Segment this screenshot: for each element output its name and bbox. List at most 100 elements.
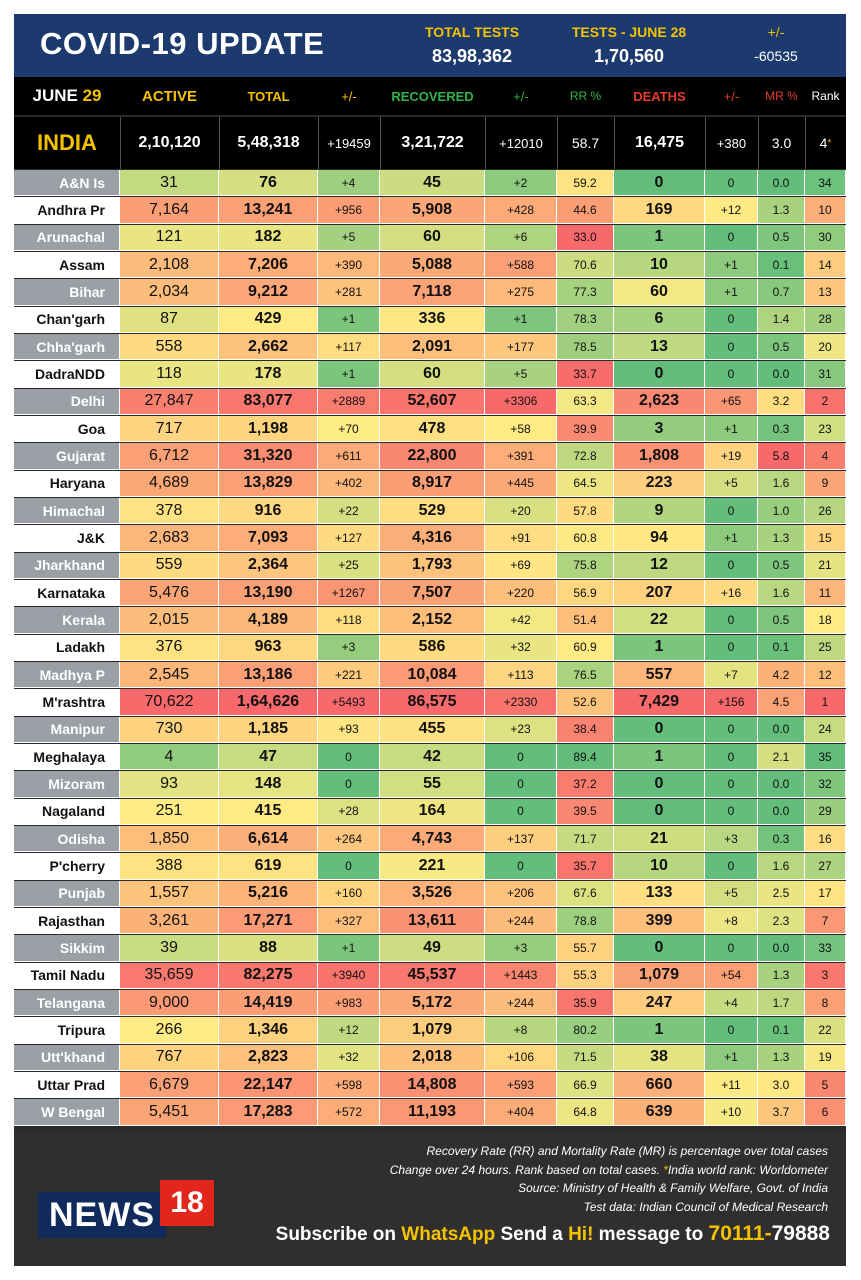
deaths-cell: 9: [614, 497, 705, 525]
rank-cell: 27: [805, 853, 846, 880]
mr-cell: 0.0: [758, 798, 805, 825]
total-cell: 7,093: [219, 525, 318, 552]
recovered-cell: 3,526: [380, 880, 485, 907]
india-active: 2,10,120: [138, 134, 201, 151]
active-cell: 118: [120, 361, 219, 388]
rank-cell: 30: [805, 224, 846, 251]
deaths-cell: 169: [614, 197, 705, 224]
deaths-change-cell: +10: [705, 1099, 758, 1126]
total-cell: 47: [219, 743, 318, 771]
table-row: Uttar Prad 6,679 22,147 +598 14,808 +593 66.9 6…: [14, 1071, 846, 1099]
deaths-change-cell: +1: [705, 1044, 758, 1071]
india-deaths-change: +380: [716, 135, 747, 151]
recovered-cell: 1,793: [380, 552, 485, 579]
rr-cell: 55.3: [557, 962, 614, 989]
deaths-change-cell: 0: [705, 497, 758, 525]
total-cell: 148: [219, 771, 318, 798]
total-change-cell: +402: [318, 470, 380, 497]
total-change-cell: +1267: [318, 579, 380, 607]
tests-day-label: TESTS - JUNE 28: [571, 24, 687, 40]
col-deaths: DEATHS: [633, 88, 686, 104]
state-name: Telangana: [14, 989, 120, 1017]
total-cell: 2,823: [219, 1044, 318, 1071]
total-cell: 14,419: [219, 989, 318, 1017]
rr-cell: 56.9: [557, 579, 614, 607]
col-rr: RR %: [569, 89, 602, 103]
phone-suffix: 79888: [771, 1222, 830, 1245]
total-tests-value: 83,98,362: [431, 46, 513, 66]
deaths-change-cell: +7: [705, 661, 758, 689]
active-cell: 6,712: [120, 443, 219, 470]
total-change-cell: +2889: [318, 388, 380, 415]
active-cell: 767: [120, 1044, 219, 1071]
deaths-change-cell: +11: [705, 1071, 758, 1099]
active-cell: 2,108: [120, 251, 219, 279]
total-cell: 1,185: [219, 716, 318, 743]
recovered-change-cell: +588: [485, 251, 557, 279]
rr-cell: 78.5: [557, 333, 614, 361]
india-total: 5,48,318: [237, 134, 300, 151]
state-name: Himachal: [14, 497, 120, 525]
deaths-cell: 0: [614, 771, 705, 798]
active-cell: 4,689: [120, 470, 219, 497]
active-cell: 4: [120, 743, 219, 771]
deaths-cell: 38: [614, 1044, 705, 1071]
total-cell: 17,283: [219, 1099, 318, 1126]
rank-cell: 15: [805, 525, 846, 552]
table-row: Karnataka 5,476 13,190 +1267 7,507 +220 56.9 20…: [14, 579, 846, 607]
state-name: Kerala: [14, 607, 120, 634]
rr-cell: 78.8: [557, 907, 614, 935]
footnote-test-data: Test data: Indian Council of Medical Res…: [583, 1199, 828, 1214]
recovered-cell: 86,575: [380, 689, 485, 716]
recovered-cell: 1,079: [380, 1017, 485, 1044]
total-change-cell: +264: [318, 825, 380, 853]
recovered-change-cell: +220: [485, 579, 557, 607]
recovered-change-cell: 0: [485, 798, 557, 825]
deaths-change-cell: 0: [705, 771, 758, 798]
total-change-cell: +5493: [318, 689, 380, 716]
table-row: Gujarat 6,712 31,320 +611 22,800 +391 72.8 1,80…: [14, 443, 846, 470]
state-name: Chha'garh: [14, 333, 120, 361]
total-cell: 88: [219, 935, 318, 962]
rr-cell: 66.9: [557, 1071, 614, 1099]
rank-cell: 7: [805, 907, 846, 935]
tests-day-block: TESTS - JUNE 28 1,70,560: [554, 24, 704, 67]
recovered-cell: 455: [380, 716, 485, 743]
total-cell: 7,206: [219, 251, 318, 279]
deaths-cell: 60: [614, 279, 705, 306]
rr-cell: 64.8: [557, 1099, 614, 1126]
date-day: 29: [82, 86, 102, 105]
deaths-change-cell: +65: [705, 388, 758, 415]
subscribe-text: Subscribe on: [275, 1224, 402, 1245]
deaths-cell: 94: [614, 525, 705, 552]
table-row: Arunachal 121 182 +5 60 +6 33.0 1 0 0.5 30: [14, 224, 846, 251]
active-cell: 730: [120, 716, 219, 743]
footnote-rates: Recovery Rate (RR) and Mortality Rate (M…: [426, 1144, 828, 1158]
rank-cell: 22: [805, 1017, 846, 1044]
recovered-cell: 45,537: [380, 962, 485, 989]
footer: Recovery Rate (RR) and Mortality Rate (M…: [14, 1132, 846, 1266]
rr-cell: 35.7: [557, 853, 614, 880]
recovered-change-cell: +137: [485, 825, 557, 853]
rank-cell: 32: [805, 771, 846, 798]
mr-cell: 1.0: [758, 497, 805, 525]
col-recovered: RECOVERED: [391, 88, 474, 104]
col-active: ACTIVE: [141, 87, 197, 105]
rr-cell: 63.3: [557, 388, 614, 415]
rr-cell: 64.5: [557, 470, 614, 497]
mr-cell: 0.0: [758, 716, 805, 743]
recovered-change-cell: +177: [485, 333, 557, 361]
deaths-cell: 660: [614, 1071, 705, 1099]
rank-cell: 17: [805, 880, 846, 907]
state-name: Andhra Pr: [14, 197, 120, 224]
footnote-rank: Change over 24 hours. Rank based on tota…: [390, 1161, 828, 1180]
col-recovered-change: +/-: [513, 88, 529, 104]
total-change-cell: +22: [318, 497, 380, 525]
rr-cell: 33.0: [557, 224, 614, 251]
deaths-change-cell: +3: [705, 825, 758, 853]
active-cell: 378: [120, 497, 219, 525]
subscribe-hi: Hi!: [568, 1224, 594, 1245]
total-change-cell: +281: [318, 279, 380, 306]
rr-cell: 76.5: [557, 661, 614, 689]
rr-cell: 57.8: [557, 497, 614, 525]
